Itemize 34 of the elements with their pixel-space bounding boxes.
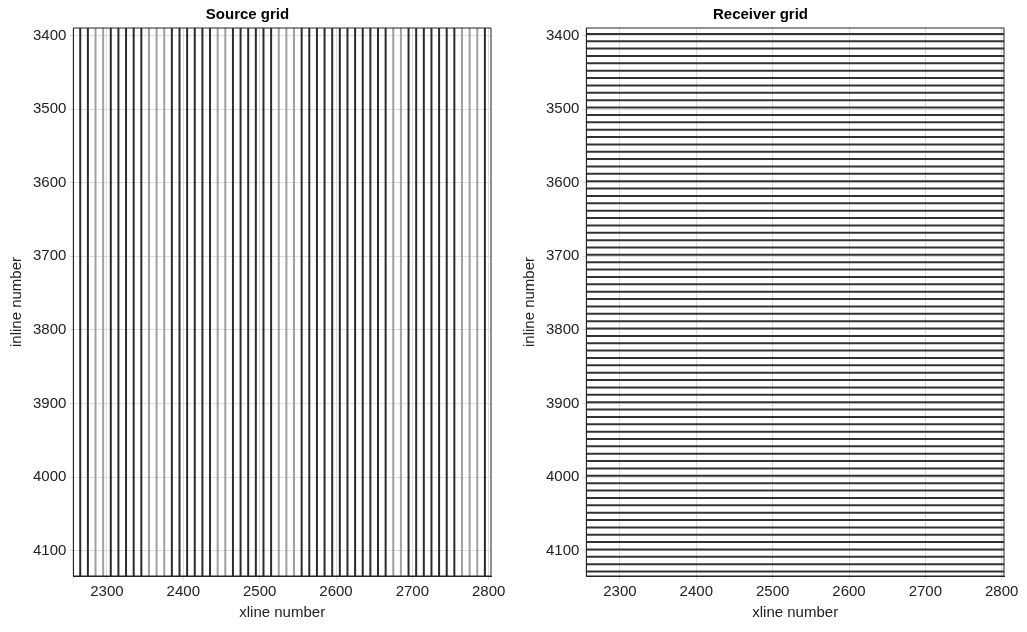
y-tick-label: 4100 — [545, 541, 580, 559]
y-tick-label: 3700 — [545, 246, 580, 264]
y-tick-label: 3800 — [32, 320, 67, 338]
x-tick-label: 2500 — [755, 582, 790, 600]
x-tick-label: 2400 — [679, 582, 713, 600]
chart-title: Receiver grid — [712, 5, 809, 23]
x-tick-label: 2300 — [90, 582, 124, 600]
x-axis-title: xline number — [239, 603, 326, 621]
x-tick-label: 2300 — [603, 582, 637, 600]
y-tick-label: 4000 — [32, 467, 67, 485]
x-tick-label: 2700 — [395, 582, 430, 600]
x-tick-label: 2800 — [472, 582, 506, 600]
x-tick-label: 2600 — [832, 582, 866, 600]
x-tick-label: 2500 — [242, 582, 277, 600]
y-tick-label: 3900 — [545, 393, 580, 411]
y-tick-label: 3700 — [32, 246, 67, 264]
y-axis-title: inline number — [7, 256, 25, 348]
y-tick-label: 4000 — [545, 467, 580, 485]
x-axis-title: xline number — [752, 603, 839, 621]
y-axis-title: inline number — [520, 256, 538, 348]
y-tick-label: 3900 — [32, 393, 67, 411]
x-tick-label: 2800 — [985, 582, 1019, 600]
y-tick-label: 3400 — [32, 25, 67, 43]
chart-title: Source grid — [205, 5, 290, 23]
y-tick-label: 3400 — [545, 25, 580, 43]
y-tick-label: 3800 — [545, 320, 580, 338]
x-tick-label: 2600 — [319, 582, 353, 600]
y-tick-label: 3500 — [32, 99, 67, 117]
x-tick-label: 2400 — [166, 582, 200, 600]
y-tick-label: 4100 — [32, 541, 67, 559]
y-tick-label: 3500 — [545, 99, 580, 117]
y-tick-label: 3600 — [32, 172, 67, 190]
x-tick-label: 2700 — [908, 582, 943, 600]
y-tick-label: 3600 — [545, 172, 580, 190]
